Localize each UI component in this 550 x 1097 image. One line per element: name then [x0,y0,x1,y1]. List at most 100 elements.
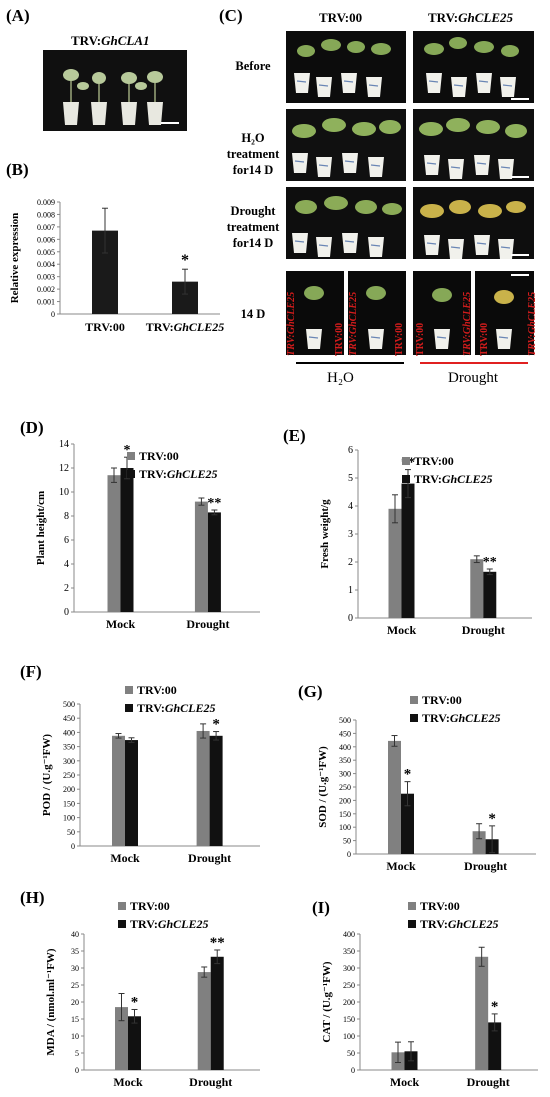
y-tick-label: 50 [67,828,75,837]
bar-drought-trv00 [472,831,486,854]
legend-label-trv00: TRV:00 [414,454,454,468]
panel-g-label: (G) [298,682,323,701]
y-axis-label: CAT / (U.g⁻¹FW) [321,961,333,1042]
y-tick-label: 100 [63,814,75,823]
x-tick-label-mock: Mock [390,1075,420,1089]
x-tick-label-mock: Mock [386,859,416,873]
significance-mark: * [124,443,131,458]
h2o-bottom-label: H₂O [327,370,354,386]
y-axis-label: Plant height/cm [35,491,47,565]
x-tick-label-trv00: TRV:00 [85,320,125,334]
significance-mark: * [404,767,412,783]
legend-label-trv00: TRV:00 [422,693,462,707]
panel-c-photos [286,31,534,355]
panel-i-label: (I) [312,898,330,917]
bar-drought-ghcle25 [209,735,223,846]
y-tick-label: 400 [63,728,75,737]
y-tick-label: 3 [348,529,353,540]
y-tick-label: 0.007 [37,223,55,232]
y-tick-label: 0.003 [37,273,55,282]
x-tick-label-drought: Drought [186,617,229,631]
legend-swatch-trv00 [408,902,416,910]
pot-label-6: TRV:GhCLE25 [462,272,476,356]
y-tick-label: 30 [71,964,79,973]
panel-c-row2-line1: H₂O [241,131,265,145]
y-tick-label: 12 [59,463,69,474]
y-tick-label: 5 [348,473,353,484]
bar-drought-ghcle25 [488,1022,502,1070]
y-tick-label: 400 [339,743,351,752]
panel-a-title-gene: GhCLA1 [101,33,150,48]
y-axis-label: Fresh weight/g [319,499,331,569]
legend-label-trv00: TRV:00 [139,449,179,463]
bar-mock-ghcle25 [120,468,134,612]
x-tick-label-mock: Mock [113,1075,143,1089]
legend-label-ghcle25: TRV:GhCLE25 [130,917,209,931]
x-tick-label-mock: Mock [106,617,136,631]
y-tick-label: 450 [339,729,351,738]
bar-drought-ghcle25 [483,571,497,618]
panel-a-title: TRV:GhCLA1 [71,33,150,49]
bar-drought-trv00 [475,956,489,1070]
pot-label-3: TRV:GhCLE25 [348,272,362,356]
y-tick-label: 50 [343,837,351,846]
pot-label-8-text: TRV:GhCLE25 [527,291,538,356]
x-tick-label-drought: Drought [462,623,505,637]
legend-swatch-ghcle25 [402,475,410,483]
significance-mark: * [181,252,189,269]
legend-label-ghcle25: TRV:GhCLE25 [137,701,216,715]
x-tick-label-drought: Drought [188,851,231,865]
bar-mock-ghcle25 [401,483,415,618]
y-tick-label: 500 [339,716,351,725]
panel-c-col2-prefix: TRV: [428,10,459,25]
y-tick-label: 0.005 [37,248,55,257]
significance-mark: * [131,994,139,1010]
legend-label-trv00: TRV:00 [137,683,177,697]
legend-label-ghcle25: TRV:GhCLE25 [139,467,218,481]
legend-label-ghcle25: TRV:GhCLE25 [420,917,499,931]
y-tick-label: 300 [63,757,75,766]
bar-drought-ghcle25 [207,512,221,612]
y-tick-label: 250 [343,981,355,990]
panel-c-row3-line2: treatment [226,220,280,234]
pot-label-3-text: TRV:GhCLE25 [348,291,359,356]
y-axis-label: SOD / (U.g⁻¹FW) [317,746,329,828]
x-tick-label-mock: Mock [110,851,140,865]
panel-c-row-drought: Drought treatment for14 D [222,203,284,251]
y-tick-label: 300 [343,964,355,973]
panel-a-label: (A) [6,6,30,25]
y-tick-label: 200 [343,998,355,1007]
y-tick-label: 14 [59,439,69,450]
legend-swatch-ghcle25 [408,920,416,928]
significance-mark: ** [483,555,497,570]
bar-drought-trv00 [470,559,484,618]
panel-f-chart: 0 50 100 150 200 250 300 350 400 450 500 POD / (U.g… [41,683,260,865]
panel-c-row2-line3: for14 D [232,163,274,177]
panel-e-label: (E) [283,426,306,445]
bar-mock-trv00 [115,1007,128,1070]
y-tick-label: 4 [64,559,69,570]
legend-label-ghcle25: TRV:GhCLE25 [422,711,501,725]
panel-a-title-prefix: TRV: [71,33,102,48]
panel-c-label: (C) [219,6,243,25]
y-tick-label: 100 [343,1032,355,1041]
bar-mock-ghcle25 [401,793,414,854]
panel-c-col2-label: TRV:GhCLE25 [428,10,513,26]
panel-c-row-14d: 14 D [222,306,284,322]
y-tick-label: 0.001 [37,298,55,307]
y-tick-label: 6 [64,535,69,546]
y-tick-label: 0.002 [37,285,55,294]
y-tick-label: 1 [348,585,353,596]
x-tick-label-mock: Mock [387,623,417,637]
y-tick-label: 400 [343,930,355,939]
panel-c-row2-line2: treatment [226,147,280,161]
pot-label-1-text: TRV:GhCLE25 [286,291,297,356]
y-tick-label: 350 [63,743,75,752]
y-tick-label: 25 [71,981,79,990]
x-tick-label-drought: Drought [467,1075,510,1089]
legend-swatch-trv00 [410,696,418,704]
panel-c-col2-gene: GhCLE25 [458,10,514,25]
y-tick-label: 150 [63,799,75,808]
panel-d-label: (D) [20,418,44,437]
